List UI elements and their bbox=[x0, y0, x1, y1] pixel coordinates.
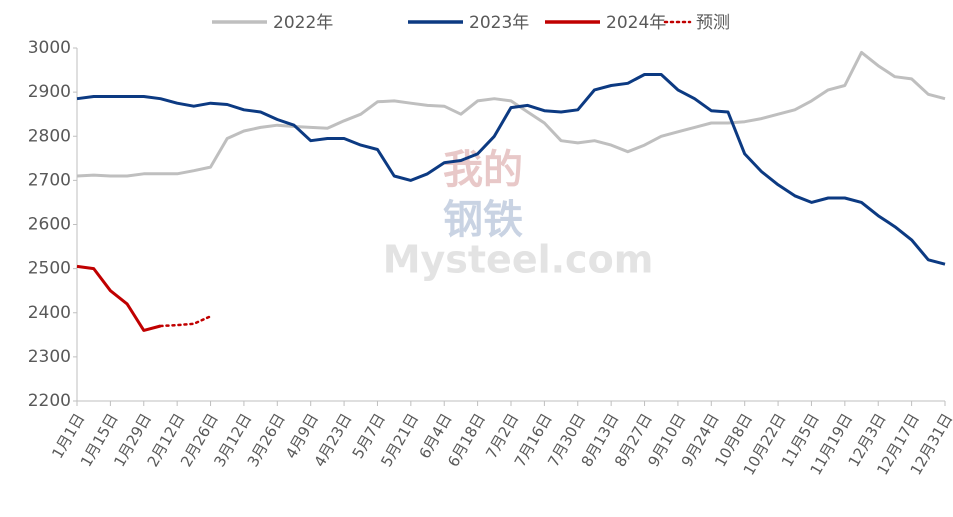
y-tick-label: 2800 bbox=[28, 126, 71, 146]
legend-label: 2022年 bbox=[273, 13, 333, 33]
legend-label: 2024年 bbox=[606, 13, 666, 33]
y-tick-label: 2400 bbox=[28, 303, 71, 323]
watermark: 我的 bbox=[443, 147, 523, 193]
y-tick-label: 2500 bbox=[28, 259, 71, 279]
y-tick-label: 2200 bbox=[28, 391, 71, 411]
series-line bbox=[76, 264, 161, 332]
y-tick-label: 2600 bbox=[28, 215, 71, 235]
watermark: 钢铁 bbox=[443, 197, 523, 243]
y-tick-label: 3000 bbox=[28, 38, 71, 58]
y-tick-label: 2300 bbox=[28, 347, 71, 367]
series-line bbox=[76, 73, 946, 266]
legend-label: 2023年 bbox=[469, 13, 529, 33]
y-tick-label: 2700 bbox=[28, 170, 71, 190]
y-tick-label: 2900 bbox=[28, 82, 71, 102]
series-line bbox=[76, 50, 946, 178]
watermark: Mysteel.com bbox=[383, 238, 654, 282]
series-line bbox=[159, 315, 212, 328]
legend-label: 预测 bbox=[696, 13, 730, 33]
